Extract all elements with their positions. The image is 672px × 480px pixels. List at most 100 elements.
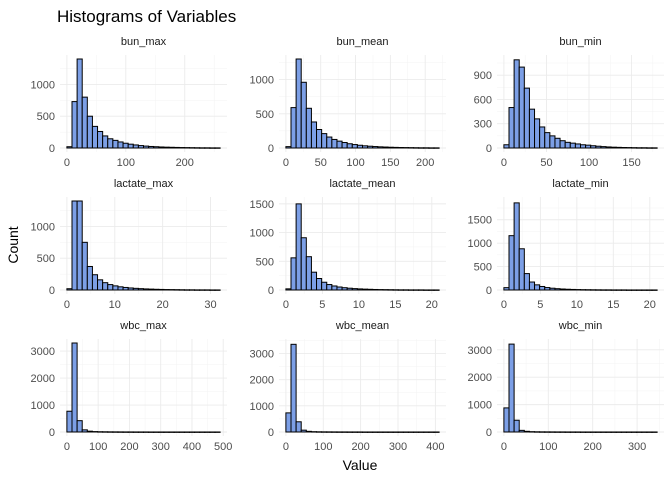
histogram-bar <box>295 58 302 149</box>
x-tick-label: 0 <box>283 441 289 453</box>
histogram-bar <box>66 146 73 149</box>
histogram-bar <box>508 235 515 291</box>
x-tick-label: 0 <box>283 157 289 169</box>
x-tick-label: 0 <box>501 157 507 169</box>
y-tick-label: 0 <box>49 427 55 439</box>
x-tick-label: 0 <box>64 441 70 453</box>
histogram-bar <box>559 140 566 149</box>
histogram-bar <box>86 115 93 149</box>
histogram-bar <box>544 132 551 149</box>
histogram-bar <box>367 288 374 291</box>
histogram-bar <box>549 135 556 149</box>
histogram-bar <box>310 121 318 149</box>
y-tick-label: 1000 <box>31 79 55 91</box>
panel-bun_max: 0 100 200 0 500 1000 bun_max <box>31 36 227 169</box>
histogram-bar <box>595 145 602 149</box>
histogram-bar <box>331 285 338 291</box>
y-tick-label: 1500 <box>250 199 274 211</box>
histogram-bar <box>503 144 510 149</box>
histogram-bar <box>600 146 607 149</box>
histogram-bar <box>508 107 515 149</box>
histogram-bar <box>321 133 328 149</box>
y-tick-label: 0 <box>486 285 492 297</box>
panel-bun_min: 0 50 100 150 0 300 600 900 bun_min <box>474 36 664 169</box>
y-axis-title: Count <box>5 226 21 263</box>
histogram-bar <box>316 129 323 149</box>
histogram-bar <box>66 410 73 433</box>
x-tick-label: 300 <box>152 441 170 453</box>
histogram-bar <box>290 343 297 433</box>
histogram-bar <box>66 288 73 291</box>
histogram-bar <box>518 248 525 291</box>
histogram-bar <box>300 81 307 149</box>
histogram-bar <box>326 284 333 291</box>
y-tick-label: 3000 <box>31 346 55 358</box>
histogram-bar <box>290 107 297 149</box>
facet-label: lactate_mean <box>329 178 395 190</box>
x-tick-label: 150 <box>381 157 399 169</box>
y-tick-label: 1500 <box>468 215 492 227</box>
x-tick-label: 5 <box>319 299 325 311</box>
y-tick-label: 0 <box>486 143 492 155</box>
y-tick-label: 500 <box>37 253 55 265</box>
facet-label: bun_mean <box>337 36 389 48</box>
histogram-bar <box>574 143 581 149</box>
histogram-bar <box>580 144 587 149</box>
y-tick-label: 0 <box>268 285 274 297</box>
histogram-bar <box>590 145 597 149</box>
histogram-bar <box>71 342 78 433</box>
histogram-bar <box>356 288 364 291</box>
y-tick-label: 500 <box>256 256 274 268</box>
histogram-bar <box>554 137 561 149</box>
histogram-bar <box>346 287 353 291</box>
histogram-bar <box>615 146 622 149</box>
x-tick-label: 20 <box>157 299 169 311</box>
histogram-bar <box>585 144 592 149</box>
y-tick-label: 2000 <box>468 372 492 384</box>
facet-label: bun_max <box>121 36 167 48</box>
histogram-bar <box>102 135 109 149</box>
y-tick-label: 2000 <box>31 373 55 385</box>
histogram-bar <box>372 288 379 291</box>
y-tick-label: 300 <box>474 119 492 131</box>
y-tick-label: 1000 <box>250 228 274 240</box>
histogram-bar <box>534 118 541 149</box>
histogram-bar <box>290 257 297 291</box>
histogram-bar <box>528 108 536 149</box>
x-tick-label: 15 <box>607 299 619 311</box>
histogram-bar <box>336 140 343 149</box>
histogram-bar <box>107 138 114 149</box>
histogram-bar <box>362 288 369 291</box>
x-tick-label: 100 <box>580 157 598 169</box>
x-tick-label: 50 <box>540 157 552 169</box>
histogram-bar <box>564 141 571 149</box>
x-tick-label: 400 <box>183 441 201 453</box>
y-tick-label: 0 <box>49 143 55 155</box>
histogram-bar <box>523 87 530 149</box>
histogram-bar <box>523 273 530 291</box>
histogram-bar <box>508 343 515 433</box>
histogram-bar <box>356 144 364 149</box>
x-tick-label: 0 <box>64 157 70 169</box>
histogram-bar <box>81 96 88 149</box>
histogram-bar <box>285 146 292 149</box>
histogram-bar <box>605 146 612 149</box>
histogram-bar <box>346 143 353 149</box>
histogram-bar <box>153 288 160 291</box>
y-tick-label: 0 <box>268 427 274 439</box>
histogram-bar <box>377 146 384 149</box>
x-tick-label: 20 <box>644 299 656 311</box>
x-tick-label: 50 <box>315 157 327 169</box>
histogram-bar <box>97 279 104 291</box>
histogram-bar <box>341 142 348 149</box>
facet-label: wbc_mean <box>335 320 389 332</box>
histogram-bar <box>107 284 114 291</box>
histogram-bar <box>127 287 134 291</box>
histogram-bar <box>295 203 302 291</box>
y-tick-label: 1000 <box>250 75 274 87</box>
x-tick-label: 400 <box>426 441 444 453</box>
histogram-bar <box>503 407 510 433</box>
